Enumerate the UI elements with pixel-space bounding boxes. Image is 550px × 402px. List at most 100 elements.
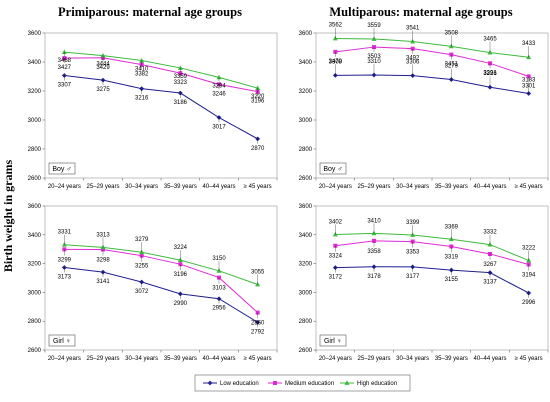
data-label: 3323 bbox=[174, 80, 188, 86]
data-point bbox=[139, 279, 145, 285]
x-tick-label: ≥ 45 years bbox=[244, 184, 272, 190]
y-tick-label: 2800 bbox=[299, 147, 313, 153]
x-tick-label: 25–29 years bbox=[357, 184, 390, 190]
y-tick-label: 2800 bbox=[299, 319, 313, 325]
data-label: 3470 bbox=[329, 59, 343, 65]
data-label: 3178 bbox=[367, 274, 381, 280]
series-line bbox=[335, 46, 529, 77]
x-tick-label: 30–34 years bbox=[396, 356, 429, 362]
legend-label: High education bbox=[357, 381, 397, 387]
x-tick-label: 30–34 years bbox=[125, 184, 158, 190]
x-tick-label: 40–44 years bbox=[202, 184, 235, 190]
series-high-education: 3402 3410 3399 3369 3332 3222 bbox=[329, 218, 536, 263]
data-label: 3173 bbox=[58, 274, 72, 280]
data-label: 2996 bbox=[522, 300, 536, 306]
chart-panel-bottom-right: 2600 2800 3000 3200 3400 3600 20–24 years 25–29… bbox=[299, 204, 549, 362]
data-label: 3177 bbox=[406, 274, 420, 280]
x-tick-label: 20–24 years bbox=[48, 184, 81, 190]
data-label: 3324 bbox=[329, 254, 343, 260]
y-tick-label: 3600 bbox=[28, 204, 42, 210]
series-line bbox=[64, 57, 258, 93]
data-label: 3503 bbox=[367, 54, 381, 60]
data-label: 3541 bbox=[406, 26, 420, 32]
data-label: 3246 bbox=[212, 91, 226, 97]
data-label: 3332 bbox=[483, 230, 497, 236]
series-line bbox=[64, 266, 258, 323]
data-label: 3451 bbox=[445, 62, 459, 68]
y-axis-label: Birth weight in grams bbox=[1, 160, 15, 273]
legend-box bbox=[194, 374, 411, 392]
data-label: 3301 bbox=[522, 83, 536, 89]
data-label: 3150 bbox=[212, 256, 226, 262]
legend-item-high-education: High education bbox=[340, 380, 397, 387]
x-tick-label: 40–44 years bbox=[473, 184, 506, 190]
sex-tag: Girl ♀ bbox=[324, 338, 342, 345]
series-line bbox=[64, 244, 258, 285]
plot-frame bbox=[44, 32, 278, 179]
x-tick-label: 20–24 years bbox=[319, 356, 352, 362]
x-tick-label: 40–44 years bbox=[473, 356, 506, 362]
data-label: 3255 bbox=[135, 264, 149, 270]
data-label: 3220 bbox=[251, 94, 265, 100]
data-label: 3267 bbox=[483, 262, 497, 268]
data-label: 3410 bbox=[367, 218, 381, 224]
data-label: 3307 bbox=[58, 82, 72, 88]
x-tick-label: 20–24 years bbox=[48, 356, 81, 362]
y-tick-label: 3000 bbox=[299, 290, 313, 296]
series-low-education: 3173 3141 3072 2990 2956 2792 bbox=[58, 265, 265, 335]
sex-tag: Boy ♂ bbox=[52, 166, 71, 173]
data-label: 3103 bbox=[212, 286, 226, 292]
data-label: 3275 bbox=[96, 87, 110, 93]
data-label: 3279 bbox=[445, 64, 459, 70]
x-tick-label: ≥ 45 years bbox=[244, 356, 272, 362]
x-tick-label: ≥ 45 years bbox=[515, 184, 543, 190]
series-high-education: 3331 3313 3279 3224 3150 3055 bbox=[58, 230, 265, 287]
data-label: 3279 bbox=[135, 237, 149, 243]
legend-item-medium-education: Medium education bbox=[268, 381, 334, 387]
data-label: 3294 bbox=[212, 83, 226, 89]
data-label: 3055 bbox=[251, 269, 265, 275]
y-tick-label: 3000 bbox=[28, 118, 42, 124]
data-label: 3410 bbox=[135, 67, 149, 73]
series-high-education: 3562 3559 3541 3508 3465 3433 bbox=[329, 23, 536, 60]
y-tick-label: 3000 bbox=[28, 290, 42, 296]
y-tick-label: 3600 bbox=[299, 31, 313, 37]
chart-panel-top-left: 2600 2800 3000 3200 3400 3600 20–24 years 25–29… bbox=[28, 31, 278, 190]
series-high-education: 3468 3444 3410 3359 3294 3220 bbox=[58, 49, 265, 100]
legend-item-low-education: Low education bbox=[203, 380, 259, 387]
data-label: 3216 bbox=[135, 96, 149, 102]
y-tick-label: 2600 bbox=[299, 348, 313, 354]
series-line bbox=[64, 51, 258, 89]
plot-frame bbox=[315, 32, 549, 179]
legend-marker bbox=[344, 380, 350, 385]
series-low-education: 3308 3310 3306 3279 3226 3183 bbox=[329, 59, 536, 96]
sex-tag-box bbox=[48, 334, 76, 347]
y-tick-label: 3400 bbox=[28, 233, 42, 239]
x-tick-label: ≥ 45 years bbox=[515, 356, 543, 362]
x-tick-label: 25–29 years bbox=[86, 356, 119, 362]
data-label: 2792 bbox=[251, 329, 265, 335]
y-tick-label: 2800 bbox=[28, 147, 42, 153]
data-label: 3429 bbox=[96, 65, 110, 71]
y-tick-label: 3200 bbox=[299, 262, 313, 268]
data-point bbox=[410, 73, 416, 79]
data-point bbox=[61, 49, 67, 55]
data-label: 3226 bbox=[483, 71, 497, 77]
data-point bbox=[255, 85, 261, 90]
y-tick-label: 2600 bbox=[299, 176, 313, 182]
series-medium-education: 3470 3503 3492 3451 3391 3301 bbox=[329, 45, 536, 89]
data-label: 3172 bbox=[329, 275, 343, 281]
y-tick-label: 3000 bbox=[299, 118, 313, 124]
data-label: 3382 bbox=[135, 72, 149, 78]
legend-marker bbox=[273, 381, 277, 385]
x-tick-label: 25–29 years bbox=[357, 356, 390, 362]
y-tick-label: 3400 bbox=[299, 60, 313, 66]
data-label: 3319 bbox=[445, 254, 459, 260]
data-label: 3391 bbox=[483, 70, 497, 76]
data-label: 3137 bbox=[483, 280, 497, 286]
data-label: 3308 bbox=[329, 59, 343, 65]
x-tick-label: 35–39 years bbox=[435, 356, 468, 362]
data-label: 2990 bbox=[174, 301, 188, 307]
data-label: 3224 bbox=[174, 245, 188, 251]
